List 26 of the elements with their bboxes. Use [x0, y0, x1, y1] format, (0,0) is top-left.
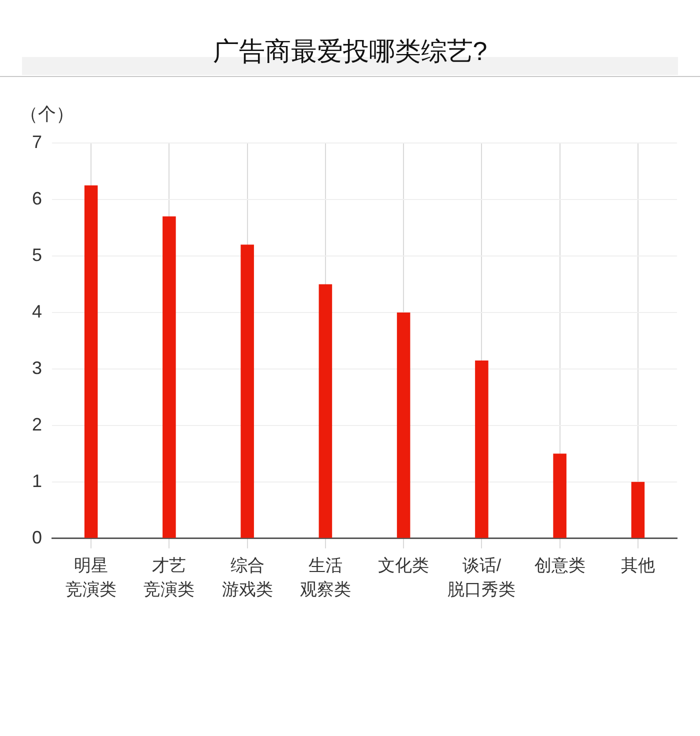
bar	[240, 244, 254, 538]
x-tick-label: 其他	[620, 556, 655, 575]
bar	[553, 454, 566, 538]
x-tick-label: 创意类	[534, 556, 586, 575]
y-tick-label: 0	[32, 527, 42, 548]
y-tick-label: 2	[32, 414, 42, 434]
y-axis-title: （个）	[20, 104, 74, 124]
y-tick-label: 6	[32, 188, 42, 208]
y-tick-label: 3	[32, 358, 42, 378]
bar	[84, 185, 98, 538]
x-tick-label: 谈话/脱口秀类	[448, 556, 516, 599]
y-tick-label: 7	[32, 132, 42, 152]
x-tick-label: 文化类	[378, 556, 430, 575]
x-tick-label: 明星竞演类	[66, 556, 117, 599]
y-tick-label: 1	[32, 470, 42, 491]
bar	[631, 482, 645, 538]
y-tick-label: 5	[32, 244, 42, 265]
y-tick-label: 4	[32, 301, 42, 322]
bar	[162, 216, 176, 538]
x-tick-label: 生活观察类	[300, 556, 351, 599]
bar	[318, 284, 332, 538]
x-tick-label: 综合游戏类	[222, 556, 273, 599]
bar	[396, 312, 410, 538]
chart-title: 广告商最爱投哪类综艺?	[212, 35, 488, 67]
x-tick-label: 才艺竞演类	[144, 556, 195, 599]
bar	[475, 360, 488, 538]
